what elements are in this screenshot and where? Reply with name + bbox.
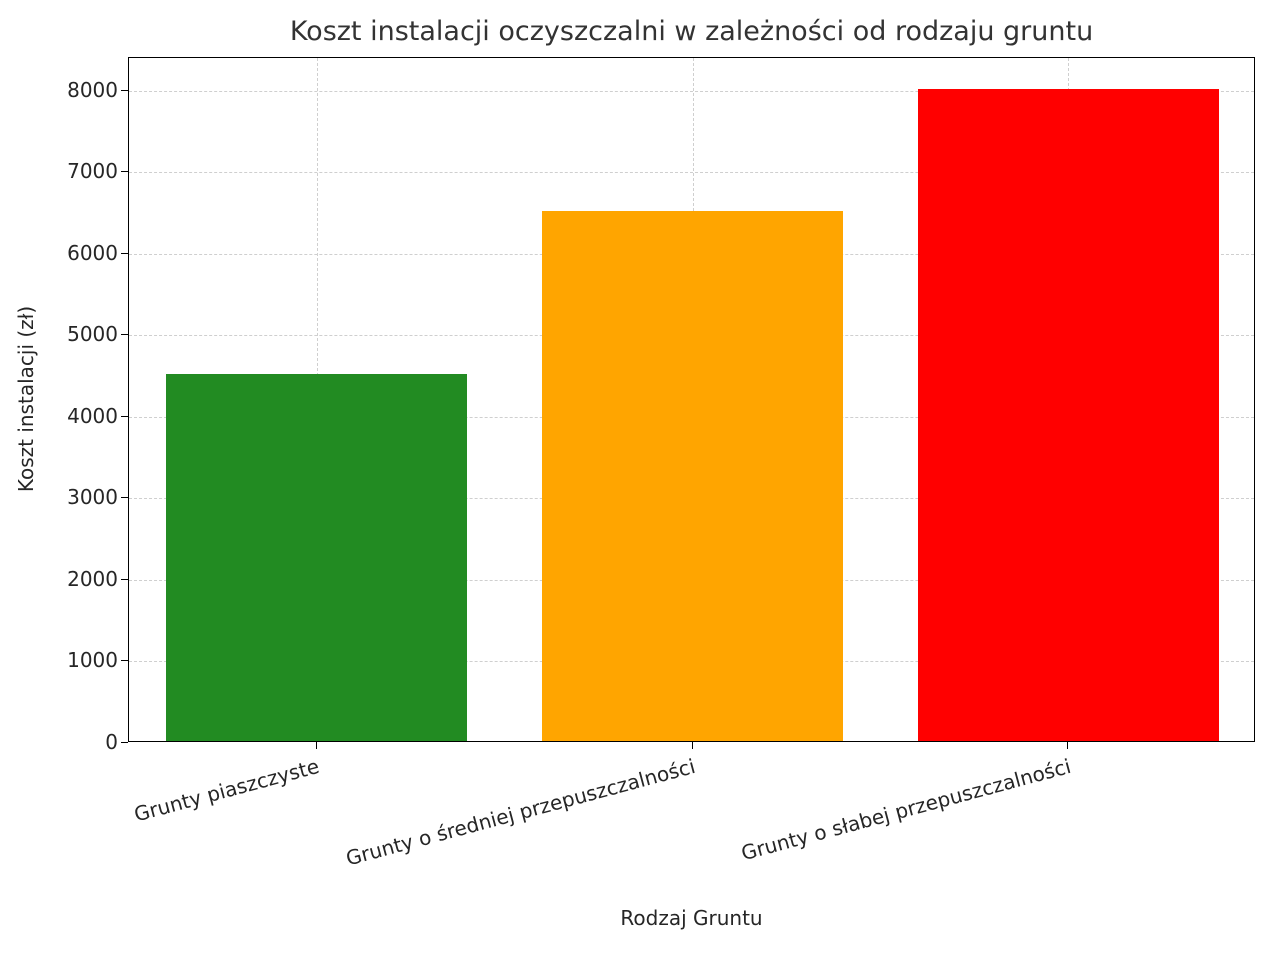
chart-bar [542, 211, 843, 741]
y-tick-label: 2000 [67, 566, 118, 591]
y-axis-label: Koszt instalacji (zł) [14, 305, 38, 493]
y-tick-mark [121, 415, 128, 417]
y-tick-mark [121, 334, 128, 336]
chart-bar [918, 89, 1219, 741]
horizontal-gridline [129, 172, 1254, 174]
y-tick-mark [121, 252, 128, 254]
x-tick-label: Grunty o średniej przepuszczalności [343, 754, 698, 871]
y-tick-label: 8000 [67, 77, 118, 102]
x-tick-label: Grunty o słabej przepuszczalności [738, 754, 1074, 866]
chart-bar [166, 374, 467, 741]
horizontal-gridline [129, 90, 1254, 92]
y-tick-label: 6000 [67, 240, 118, 265]
x-tick-mark [691, 742, 693, 749]
x-tick-mark [315, 742, 317, 749]
chart-title: Koszt instalacji oczyszczalni w zależnoś… [289, 16, 1094, 47]
y-tick-label: 0 [105, 730, 118, 754]
y-tick-mark [121, 660, 128, 662]
y-tick-label: 5000 [67, 322, 118, 347]
y-tick-label: 1000 [67, 648, 118, 673]
y-tick-mark [121, 171, 128, 173]
y-tick-mark [121, 497, 128, 499]
plot-area [128, 57, 1255, 742]
x-axis-label: Rodzaj Gruntu [620, 906, 763, 930]
y-tick-label: 7000 [67, 159, 118, 184]
x-tick-label: Grunty piaszczyste [131, 754, 323, 827]
y-tick-mark [121, 742, 128, 743]
y-tick-label: 4000 [67, 403, 118, 428]
y-tick-label: 3000 [67, 485, 118, 510]
y-tick-mark [121, 89, 128, 91]
x-tick-mark [1067, 742, 1069, 749]
y-tick-mark [121, 578, 128, 580]
